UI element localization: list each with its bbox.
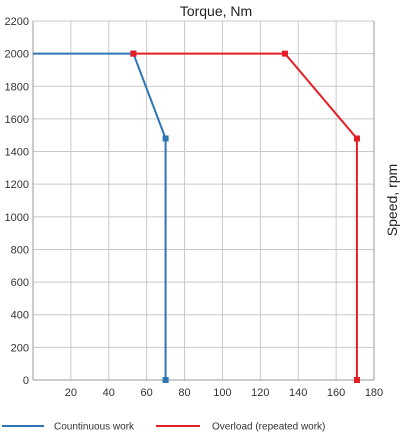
y-tick-label: 1600: [5, 114, 29, 126]
y-tick-label: 0: [23, 375, 29, 387]
y-tick-label: 1000: [5, 212, 29, 224]
x-tick-label: 140: [289, 387, 307, 399]
y-tick-label: 400: [11, 310, 29, 322]
series-marker-1: [130, 50, 137, 57]
series: [33, 50, 360, 383]
legend-label-0: Countinuous work: [54, 422, 135, 433]
y-tick-label: 1800: [5, 81, 29, 93]
x-tick-label: 60: [141, 387, 153, 399]
tick-labels: 0 200 400 600 800 1000 1200 1400 1600 1800 2000 220…: [5, 16, 384, 399]
y-tick-label: 800: [11, 244, 29, 256]
x-tick-label: 100: [213, 387, 231, 399]
x-tick-label: 80: [178, 387, 190, 399]
y-tick-label: 2200: [5, 16, 29, 28]
x-tick-label: 160: [327, 387, 345, 399]
y-tick-label: 1400: [5, 147, 29, 159]
x-axis-title: Torque, Nm: [180, 3, 252, 19]
series-marker-0: [162, 135, 169, 142]
x-tick-label: 40: [103, 387, 115, 399]
y-tick-label: 2000: [5, 49, 29, 61]
x-tick-label: 120: [251, 387, 269, 399]
legend-label-1: Overload (repeated work): [212, 422, 325, 433]
series-marker-1: [353, 135, 360, 142]
y-axis-title: Speed, rpm: [384, 164, 400, 236]
legend: Countinuous work Overload (repeated work): [2, 422, 325, 433]
series-line-0: [33, 52, 167, 380]
x-tick-label: 20: [65, 387, 77, 399]
series-marker-0: [162, 377, 169, 383]
series-marker-1: [353, 377, 360, 383]
y-tick-label: 600: [11, 277, 29, 289]
axes: [32, 20, 375, 381]
x-tick-label: 180: [365, 387, 383, 399]
series-marker-1: [281, 50, 288, 57]
y-tick-label: 1200: [5, 179, 29, 191]
grid: [33, 20, 374, 380]
series-line-1: [133, 52, 358, 380]
y-tick-label: 200: [11, 342, 29, 354]
